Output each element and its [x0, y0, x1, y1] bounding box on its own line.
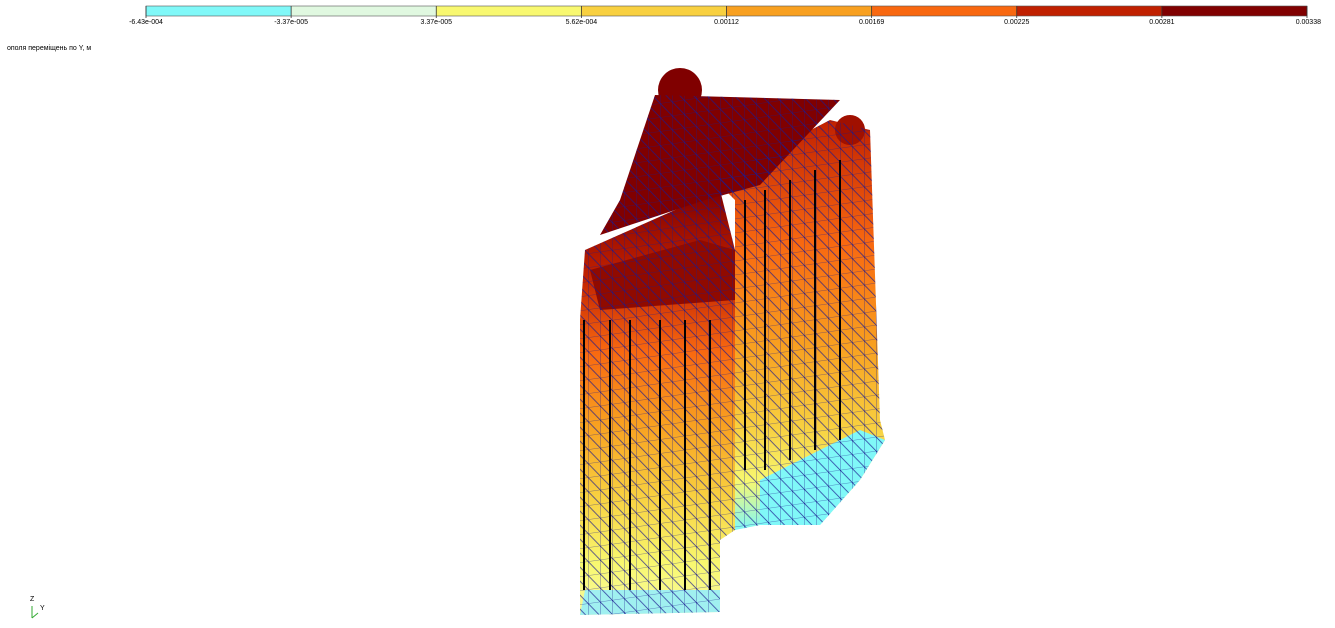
legend-tick-label: -3.37e-005	[274, 19, 308, 26]
legend-swatch	[1162, 6, 1307, 16]
legend-swatch	[1017, 6, 1162, 16]
axis-y: Y	[40, 605, 45, 612]
legend-swatch	[872, 6, 1017, 16]
axis-z: Z	[30, 596, 35, 603]
caption: ополя переміщень по Y, м	[7, 44, 91, 52]
viewport: Z Y ополя переміщень по Y, м -6.43e-004-…	[0, 0, 1335, 628]
legend-swatch	[146, 6, 291, 16]
legend-swatch	[291, 6, 436, 16]
legend-tick-label: 0.00169	[859, 19, 884, 26]
legend-tick-label: 0.00112	[714, 19, 739, 26]
axis-indicator: Z Y	[30, 596, 45, 618]
legend-tick-label: 0.00338	[1296, 19, 1321, 26]
color-legend: -6.43e-004 -3.37e-005 3.37e-005 5.62e-004 0.…	[129, 6, 1321, 26]
legend-tick-label: 0.00225	[1004, 19, 1029, 26]
legend-tick-label: 5.62e-004	[566, 19, 598, 26]
legend-tick-label: -6.43e-004	[129, 19, 163, 26]
legend-tick-label: 0.00281	[1149, 19, 1174, 26]
legend-swatch	[436, 6, 581, 16]
legend-tick-label: 3.37e-005	[420, 19, 452, 26]
legend-swatch	[727, 6, 872, 16]
legend-swatch	[581, 6, 726, 16]
model	[580, 68, 885, 615]
